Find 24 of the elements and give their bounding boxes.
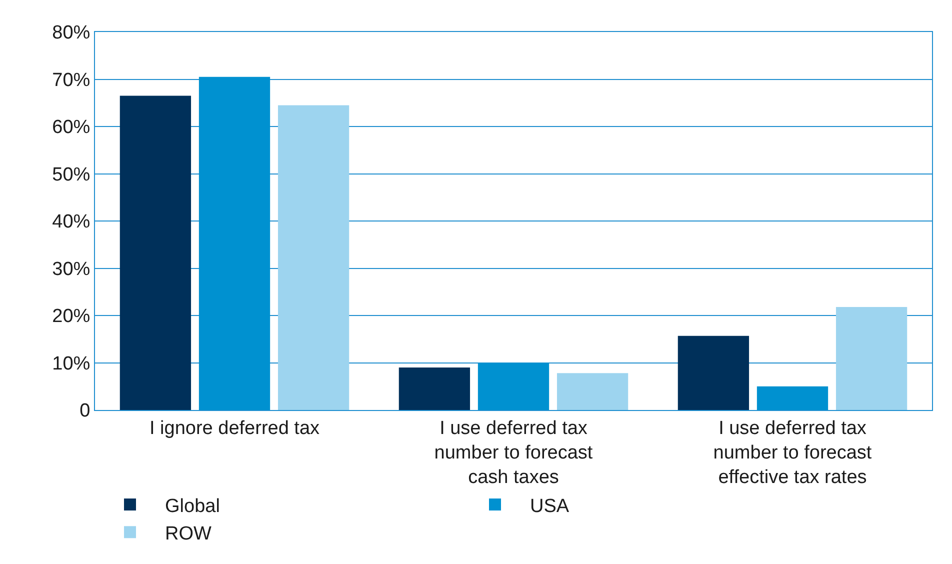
bar <box>278 105 350 410</box>
bar <box>478 362 550 410</box>
y-tick-label: 60% <box>52 117 90 138</box>
bar <box>120 96 192 410</box>
y-tick-label: 30% <box>52 258 90 280</box>
bar <box>836 307 908 410</box>
x-tick-label: I use deferred tax number to forecast effective tax rates <box>713 418 872 488</box>
legend-label: ROW <box>165 524 212 545</box>
bar <box>756 386 828 410</box>
x-tick-label: I ignore deferred tax <box>149 418 320 439</box>
y-tick-label: 0 <box>80 400 90 422</box>
bar <box>198 76 270 410</box>
bar <box>678 336 750 410</box>
legend-label: Global <box>165 496 220 517</box>
bar <box>556 373 628 410</box>
y-tick-label: 40% <box>52 212 90 233</box>
y-tick-label: 70% <box>52 70 90 91</box>
y-tick-label: 80% <box>52 22 90 44</box>
y-tick-label: 10% <box>52 353 90 374</box>
y-tick-label: 20% <box>52 306 90 328</box>
x-tick-label: I use deferred tax number to forecast cash taxes <box>434 418 594 488</box>
bar <box>398 367 470 410</box>
legend-label: USA <box>530 496 570 517</box>
y-tick-label: 50% <box>52 164 90 186</box>
